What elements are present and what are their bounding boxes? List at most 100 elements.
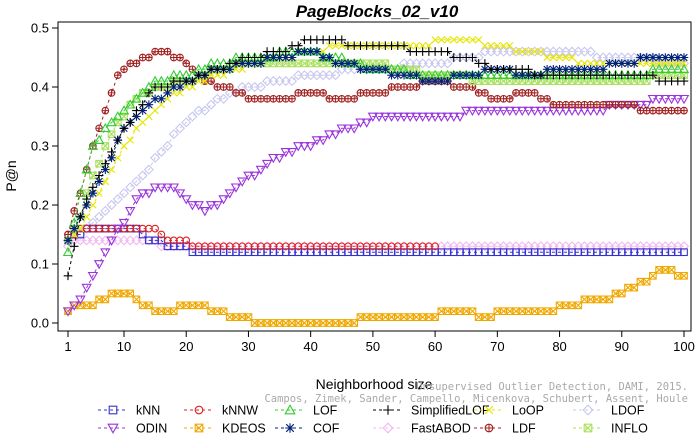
data-point-lof — [93, 134, 105, 144]
data-point-cof — [287, 53, 297, 62]
data-point-odin — [380, 112, 391, 122]
data-point-ldof — [174, 123, 186, 134]
data-point-ldf — [493, 94, 502, 103]
legend-item-odin: ODIN — [98, 422, 167, 434]
data-point-cof — [306, 47, 315, 56]
data-point-loop — [456, 36, 464, 44]
data-point-cof — [629, 59, 639, 68]
data-point-ldof — [330, 70, 341, 81]
data-point-ldof — [150, 152, 161, 163]
data-point-lof — [498, 69, 509, 80]
data-point-simplifiedlof — [188, 76, 197, 86]
data-point-odin — [218, 195, 229, 205]
data-point-cof — [468, 70, 477, 80]
watermark-line-1: Unsupervised Outlier Detection, DAMI, 20… — [416, 381, 688, 393]
data-point-ldof — [94, 211, 105, 222]
data-point-ldof — [181, 117, 192, 128]
data-point-loop — [499, 42, 508, 50]
data-point-loop — [338, 42, 346, 50]
data-point-loop — [474, 36, 483, 44]
data-point-cof — [412, 70, 421, 80]
data-point-cof — [443, 76, 452, 86]
data-point-ldf — [362, 89, 371, 97]
legend-item-kdeos: KDEOS — [184, 422, 266, 434]
data-point-loop — [138, 118, 147, 127]
legend-marker-knnw — [194, 405, 204, 415]
data-point-kdeos — [176, 301, 184, 310]
data-point-odin — [411, 112, 422, 122]
data-point-ldf — [263, 94, 271, 103]
data-point-ldf — [642, 106, 651, 115]
data-point-ldf — [462, 83, 471, 91]
data-point-ldof — [199, 105, 210, 116]
data-point-odin — [212, 201, 223, 211]
data-point-cof — [325, 53, 334, 62]
data-point-odin — [635, 100, 646, 111]
data-point-loop — [537, 47, 545, 56]
data-point-loop — [120, 142, 128, 150]
data-point-kdeos — [673, 271, 682, 280]
data-point-knnw — [157, 230, 166, 239]
data-point-ldof — [255, 81, 266, 93]
data-point-simplifiedlof — [94, 171, 104, 180]
data-point-cof — [293, 47, 303, 56]
data-point-odin — [205, 201, 217, 211]
data-point-lof — [678, 63, 690, 74]
data-point-ldof — [131, 176, 142, 187]
data-point-ldof — [442, 58, 453, 69]
data-point-odin — [417, 112, 428, 122]
data-point-cof — [343, 59, 353, 68]
data-point-simplifiedlof — [468, 53, 477, 62]
data-point-loop — [512, 47, 520, 56]
series-inflo — [64, 59, 688, 245]
data-point-odin — [498, 106, 509, 117]
data-point-ldf — [70, 207, 79, 215]
data-point-ldof — [100, 205, 111, 216]
data-point-loop — [562, 53, 570, 62]
data-point-odin — [81, 283, 92, 294]
data-point-ldf — [176, 53, 184, 62]
data-point-kdeos — [630, 283, 639, 292]
data-point-kdeos — [132, 295, 141, 304]
data-point-ldof — [118, 188, 130, 199]
series-line-simplifiedlof — [67, 39, 684, 276]
data-point-ldf — [549, 100, 558, 109]
data-point-kdeos — [101, 295, 110, 304]
data-point-odin — [261, 159, 273, 170]
data-point-odin — [100, 248, 111, 258]
data-point-simplifiedlof — [125, 118, 135, 127]
data-point-ldof — [137, 170, 148, 181]
data-point-kdeos — [406, 313, 415, 321]
data-point-kdeos — [89, 301, 97, 310]
series-layer — [62, 35, 690, 327]
data-point-knn — [680, 248, 688, 257]
data-point-loop — [674, 59, 682, 68]
legend-marker-inflo — [583, 423, 593, 433]
x-tick-label: 50 — [366, 339, 380, 354]
data-point-ldf — [406, 83, 415, 91]
data-point-odin — [187, 201, 198, 211]
data-point-kdeos — [574, 301, 583, 310]
data-point-loop — [599, 59, 607, 68]
data-point-ldof — [218, 93, 229, 104]
data-point-ldf — [145, 53, 153, 62]
legend-item-simplifiedlof: SimplifiedLOF — [373, 404, 490, 418]
data-point-ldf — [387, 83, 396, 91]
data-point-loop — [157, 101, 166, 109]
data-point-simplifiedlof — [679, 76, 689, 86]
data-point-kdeos — [381, 313, 390, 321]
data-point-odin — [268, 153, 279, 164]
data-point-simplifiedlof — [76, 212, 85, 222]
data-point-simplifiedlof — [293, 41, 303, 50]
data-point-odin — [672, 94, 684, 105]
data-point-kdeos — [468, 307, 477, 316]
data-point-cof — [318, 53, 328, 62]
data-point-odin — [641, 100, 652, 111]
data-point-ldf — [680, 106, 688, 115]
data-point-kdeos — [169, 307, 178, 316]
data-point-odin — [137, 189, 148, 199]
data-point-odin — [106, 236, 117, 246]
data-point-ldf — [163, 47, 172, 56]
data-point-odin — [342, 124, 354, 134]
data-point-cof — [150, 94, 160, 104]
